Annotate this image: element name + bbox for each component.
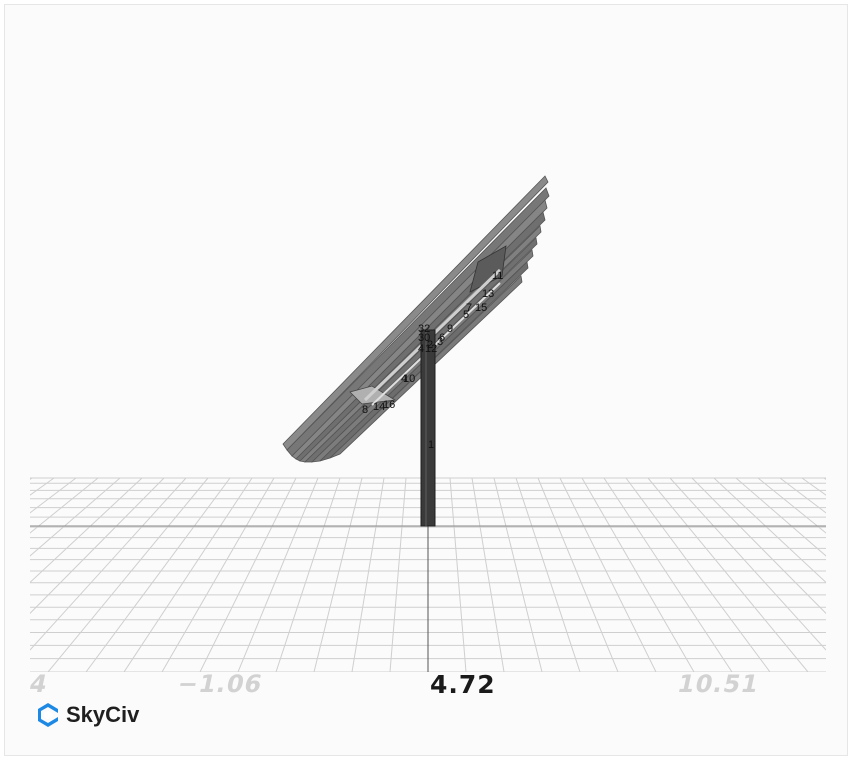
- node-label: 30: [418, 332, 430, 344]
- skyciv-logo[interactable]: SkyCiv: [36, 700, 139, 730]
- grid-line: [493, 477, 543, 672]
- grid-line: [237, 477, 319, 672]
- skyciv-logo-icon: [38, 703, 58, 727]
- grid-line: [647, 477, 809, 672]
- brand-name: SkyCiv: [66, 702, 140, 727]
- grid-line: [351, 477, 385, 672]
- node-label: 4: [401, 373, 407, 385]
- solar-panel-array[interactable]: [282, 175, 550, 463]
- grid-line: [449, 477, 467, 672]
- grid-line: [691, 477, 826, 615]
- node-label: 12: [425, 343, 437, 355]
- grid-line: [30, 477, 33, 480]
- node-label: 3: [437, 336, 443, 348]
- node-label: 14: [373, 401, 385, 413]
- grid-line: [30, 477, 77, 514]
- grid-line: [713, 477, 826, 584]
- grid-line: [30, 477, 121, 557]
- node-label: 2: [427, 339, 433, 351]
- grid-line: [0, 478, 10, 672]
- node-label: 5: [463, 309, 469, 321]
- node-label: 16: [383, 399, 395, 411]
- grid-line: [757, 477, 826, 534]
- grid-line: [581, 477, 695, 672]
- grid-line: [30, 477, 165, 615]
- node-label: 7: [466, 302, 472, 314]
- grid-line: [47, 477, 209, 672]
- node-label: 6: [439, 332, 445, 344]
- grid-line: [275, 477, 341, 672]
- axis-tick-label: −1.06: [175, 670, 266, 698]
- axis-tick-label-center: 4.72: [430, 670, 496, 699]
- grid-line: [735, 477, 826, 557]
- grid-line: [389, 477, 407, 672]
- node-label: 32: [418, 323, 430, 335]
- node-label: 9: [447, 323, 453, 335]
- grid-line: [846, 478, 852, 672]
- grid-line: [30, 477, 99, 534]
- grid-line: [515, 477, 581, 672]
- grid-line: [199, 477, 297, 672]
- node-label: 11: [492, 270, 503, 282]
- axis-tick-label: 10.51: [675, 670, 762, 698]
- node-label: 4: [418, 343, 424, 355]
- node-label: 13: [482, 288, 494, 300]
- grid-line: [823, 477, 826, 480]
- grid-line: [603, 477, 733, 672]
- node-labels: 1 32 30 9 6 3 12 4 2 4 10 8 14 16 7 15 5…: [362, 270, 503, 451]
- grid-line: [625, 477, 771, 672]
- grid-line: [779, 477, 826, 514]
- grid-line: [471, 477, 505, 672]
- node-label: 10: [403, 373, 415, 385]
- grid-line: [313, 477, 363, 672]
- node-label: 1: [428, 439, 434, 451]
- support-post[interactable]: [420, 329, 436, 527]
- grid-line: [123, 477, 253, 672]
- grid-line: [30, 477, 187, 651]
- node-label: 8: [362, 404, 368, 416]
- grid-line: [161, 477, 275, 672]
- grid-line: [559, 477, 657, 672]
- node-label: 15: [475, 302, 487, 314]
- grid-line: [537, 477, 619, 672]
- grid-line: [30, 477, 143, 584]
- grid-line: [85, 477, 231, 672]
- grid-line: [669, 477, 826, 651]
